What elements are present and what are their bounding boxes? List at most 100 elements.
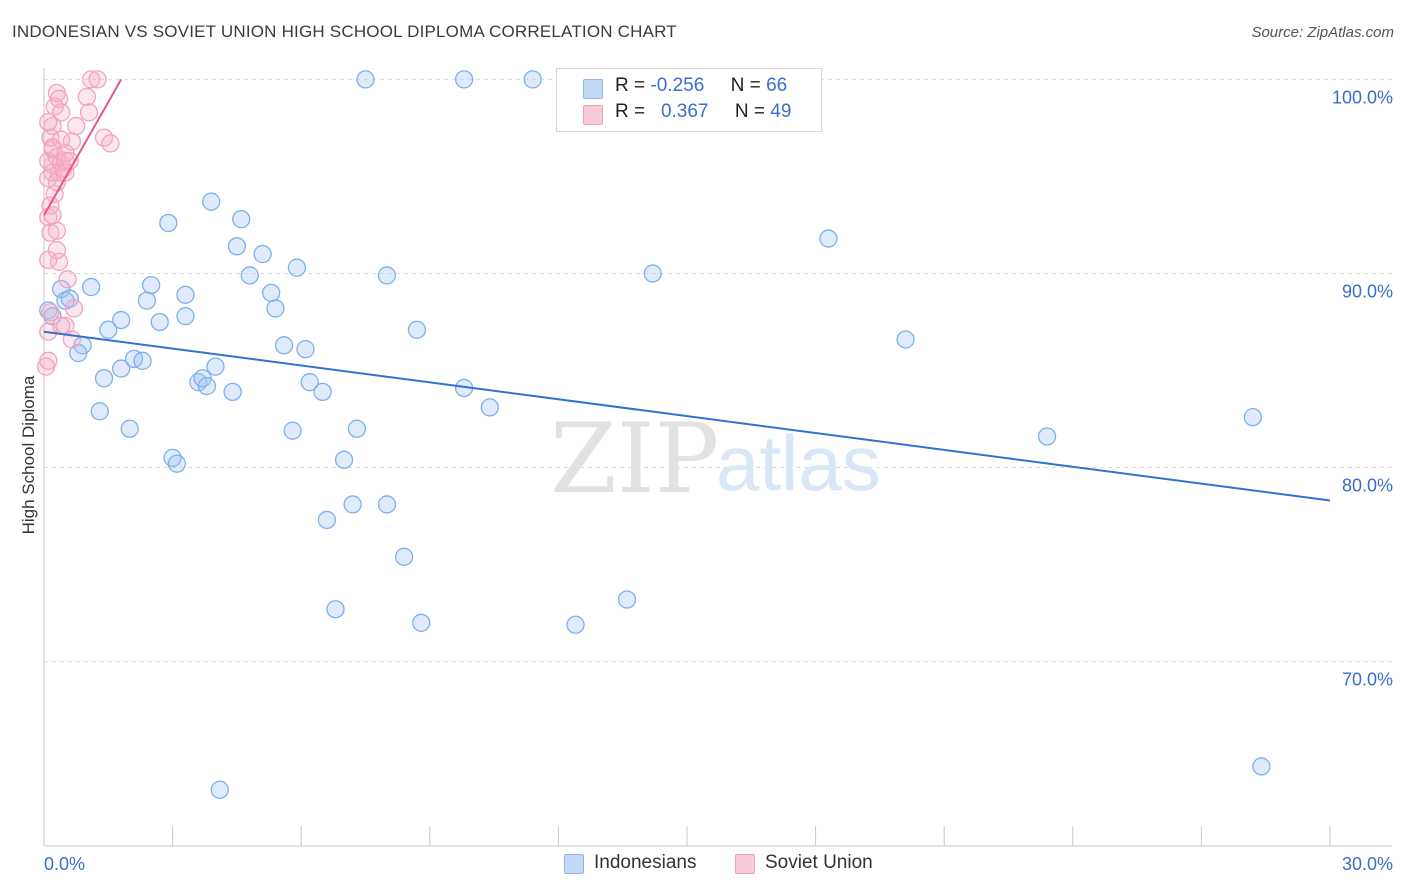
data-point bbox=[41, 303, 60, 322]
data-point bbox=[253, 244, 272, 264]
data-point bbox=[377, 495, 397, 514]
data-point bbox=[67, 116, 86, 136]
data-point bbox=[617, 590, 637, 609]
bottom-legend-label: Soviet Union bbox=[765, 852, 873, 873]
data-point bbox=[62, 330, 82, 349]
source-label: Source: ZipAtlas.com bbox=[1251, 24, 1394, 41]
data-point bbox=[77, 87, 97, 107]
data-point bbox=[64, 299, 84, 318]
data-point bbox=[283, 421, 302, 440]
data-point bbox=[176, 285, 195, 304]
data-point bbox=[58, 270, 77, 289]
data-point bbox=[47, 241, 67, 260]
data-point bbox=[1243, 407, 1262, 427]
data-point bbox=[334, 450, 354, 469]
bottom-legend-label: Indonesians bbox=[594, 852, 697, 873]
data-point bbox=[480, 398, 499, 417]
data-point bbox=[51, 103, 71, 122]
y-axis-label: High School Diploma bbox=[19, 375, 38, 534]
stats-legend: R = -0.256 N = 66 R = 0.367 N = 49 bbox=[556, 68, 822, 132]
gridlines bbox=[44, 78, 1392, 663]
data-point bbox=[240, 266, 259, 285]
data-point bbox=[394, 547, 414, 566]
legend-swatch-indonesians bbox=[583, 79, 603, 99]
bottom-legend-swatch-indonesians bbox=[564, 854, 584, 874]
y-tick-label: 90.0% bbox=[1342, 281, 1393, 301]
data-point bbox=[167, 454, 187, 473]
data-point bbox=[94, 369, 114, 388]
data-point bbox=[47, 221, 67, 240]
data-point bbox=[326, 600, 345, 619]
trend-line bbox=[43, 330, 1331, 502]
data-point bbox=[39, 351, 58, 370]
data-point bbox=[137, 291, 157, 310]
data-point bbox=[223, 382, 242, 402]
data-point bbox=[41, 223, 60, 242]
axes bbox=[43, 68, 1392, 847]
data-point bbox=[377, 266, 397, 285]
y-tick-label: 80.0% bbox=[1342, 476, 1393, 496]
data-point bbox=[62, 132, 82, 151]
data-point bbox=[454, 70, 474, 89]
data-point bbox=[819, 229, 838, 248]
x-tick-label: 0.0% bbox=[44, 854, 85, 874]
data-point bbox=[317, 510, 337, 530]
data-point bbox=[133, 351, 152, 370]
data-point bbox=[142, 275, 161, 295]
data-point bbox=[39, 112, 58, 132]
data-point bbox=[566, 615, 585, 634]
data-point bbox=[79, 103, 99, 122]
legend-r-label: R = bbox=[615, 75, 646, 96]
data-point bbox=[49, 252, 69, 271]
data-point bbox=[232, 209, 251, 229]
bottom-legend-swatch-soviet-union bbox=[735, 854, 755, 874]
data-point bbox=[120, 419, 139, 438]
legend-n-label: N = bbox=[734, 101, 766, 122]
data-point bbox=[88, 70, 107, 89]
data-point bbox=[523, 70, 542, 89]
y-tick-labels: 100.0% 90.0% 80.0% 70.0% bbox=[1332, 87, 1393, 689]
data-point bbox=[159, 213, 178, 233]
data-point bbox=[150, 312, 169, 332]
legend-r-value: -0.256 bbox=[650, 75, 705, 96]
y-tick-label: 100.0% bbox=[1332, 87, 1393, 107]
legend-r-value: 0.367 bbox=[660, 101, 709, 122]
series-indonesians bbox=[39, 70, 1271, 799]
watermark-zip: ZIP bbox=[550, 403, 719, 515]
data-point bbox=[347, 419, 367, 438]
data-point bbox=[287, 258, 307, 277]
data-point bbox=[262, 283, 281, 303]
data-point bbox=[1252, 757, 1271, 776]
x-tick-label: 30.0% bbox=[1342, 854, 1393, 874]
data-point bbox=[112, 359, 131, 378]
legend-n-value: 66 bbox=[766, 75, 788, 96]
data-point bbox=[356, 70, 375, 89]
data-point bbox=[90, 402, 109, 421]
data-point bbox=[343, 495, 362, 514]
data-point bbox=[82, 70, 101, 89]
trend-lines bbox=[43, 78, 1331, 502]
data-point bbox=[206, 357, 225, 376]
data-point bbox=[412, 613, 431, 632]
data-point bbox=[197, 376, 217, 396]
y-tick-label: 70.0% bbox=[1342, 670, 1393, 690]
data-point bbox=[1037, 427, 1057, 446]
data-point bbox=[407, 320, 427, 339]
legend-row-soviet-union: R = 0.367 N = 49 bbox=[557, 101, 821, 127]
watermark-atlas: atlas bbox=[716, 419, 881, 507]
data-point bbox=[896, 330, 915, 349]
legend-n-value: 49 bbox=[770, 101, 792, 122]
data-point bbox=[43, 138, 62, 157]
data-point bbox=[313, 382, 332, 402]
legend-swatch-soviet-union bbox=[583, 105, 603, 125]
data-point bbox=[99, 320, 118, 339]
data-point bbox=[300, 373, 319, 392]
chart-title: INDONESIAN VS SOVIET UNION HIGH SCHOOL D… bbox=[12, 22, 677, 41]
legend-n-label: N = bbox=[730, 75, 761, 96]
data-point bbox=[266, 299, 285, 318]
data-point bbox=[176, 307, 195, 326]
data-point bbox=[101, 134, 120, 153]
data-point bbox=[112, 310, 131, 330]
x-tick-labels: 0.0% 30.0% bbox=[44, 854, 1393, 874]
